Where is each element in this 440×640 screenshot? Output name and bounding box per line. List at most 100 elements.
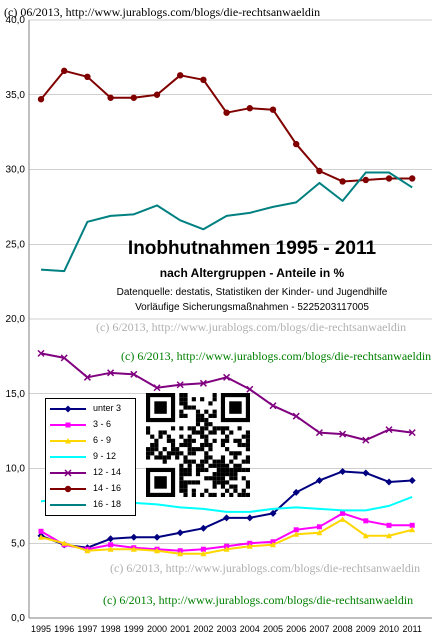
qr-module (187, 426, 192, 431)
data-point (37, 349, 45, 357)
data-point (84, 547, 91, 554)
qr-module (154, 455, 159, 460)
qr-module (191, 397, 196, 402)
legend-item: 6 - 9 (46, 434, 137, 448)
qr-module (200, 463, 205, 468)
qr-module (229, 459, 234, 464)
data-point (270, 541, 276, 548)
qr-module (212, 397, 217, 402)
qr-module (241, 488, 246, 493)
qr-module (212, 463, 217, 468)
qr-module (175, 451, 180, 456)
qr-module (212, 472, 217, 477)
qr-module (216, 463, 221, 468)
data-point (37, 96, 45, 103)
y-tick-labels: 0,0 5,0 10,0 15,0 20,0 25,0 30,0 35,0 40,0 (6, 15, 26, 624)
legend-swatch (50, 469, 86, 477)
qr-module (162, 459, 167, 464)
qr-module (245, 484, 250, 489)
qr-module (183, 488, 188, 493)
y-tick-label: 20,0 (6, 314, 26, 325)
y-tick-label: 30,0 (6, 165, 26, 176)
qr-module (212, 393, 217, 398)
qr-module (162, 455, 167, 460)
data-point (315, 476, 323, 484)
qr-module (175, 455, 180, 460)
data-point (293, 531, 300, 537)
qr-module (216, 472, 221, 477)
qr-module (204, 422, 209, 427)
qr-finder-core (154, 476, 167, 489)
y-tick-label: 15,0 (6, 389, 26, 400)
qr-module (220, 480, 226, 485)
data-point (362, 176, 369, 184)
data-point (408, 476, 416, 484)
qr-module (183, 455, 188, 460)
series-2 (38, 516, 416, 557)
data-point (200, 550, 207, 557)
x-tick-label: 2009 (356, 624, 376, 634)
legend-marker (64, 469, 72, 477)
qr-module (237, 451, 242, 456)
qr-module (170, 447, 176, 452)
data-point (60, 67, 68, 75)
qr-module (158, 434, 163, 439)
data-point (269, 106, 277, 113)
data-point (84, 73, 91, 81)
x-tick-label: 2003 (217, 624, 237, 634)
data-point (38, 534, 44, 540)
qr-module (179, 467, 184, 473)
data-point (246, 385, 254, 393)
qr-module (225, 463, 230, 468)
qr-module (225, 447, 230, 452)
qr-module (150, 442, 155, 448)
x-tick-label: 1995 (31, 624, 51, 634)
data-point (246, 514, 254, 522)
data-point (200, 546, 206, 552)
chart-subtitle: nach Altergruppen - Anteile in % (160, 266, 345, 280)
qr-module (170, 451, 176, 456)
qr-module (187, 480, 192, 485)
qr-module (216, 476, 221, 481)
qr-module (150, 447, 155, 452)
series-4 (37, 349, 416, 444)
legend-marker (64, 405, 72, 413)
qr-module (220, 463, 226, 468)
qr-module (204, 417, 209, 423)
qr-module (220, 467, 226, 473)
y-tick-label: 25,0 (6, 239, 26, 250)
legend-item: unter 3 (46, 402, 137, 416)
qr-module (183, 484, 188, 489)
series-6 (40, 171, 413, 273)
qr-module (220, 426, 226, 431)
data-point (292, 488, 300, 496)
data-point (316, 529, 323, 536)
legend-label: 3 - 6 (93, 419, 112, 429)
qr-module (187, 472, 192, 477)
data-point (153, 384, 161, 392)
data-point (340, 510, 346, 516)
legend-label: 6 - 9 (93, 435, 112, 445)
qr-module (208, 492, 213, 497)
series-line (40, 69, 413, 183)
qr-module (195, 413, 201, 418)
qr-module (187, 451, 192, 456)
qr-module (245, 442, 250, 448)
qr-module (229, 430, 234, 435)
qr-module (212, 484, 217, 489)
chart-source-line-1: Datenquelle: destatis, Statistiken der K… (117, 287, 388, 298)
qr-module (233, 438, 238, 443)
qr-module (195, 430, 201, 435)
qr-module (158, 451, 163, 456)
qr-module (187, 405, 192, 410)
qr-module (220, 459, 226, 464)
qr-module (183, 467, 188, 473)
data-point (107, 535, 115, 543)
qr-module (208, 463, 213, 468)
qr-module (187, 434, 192, 439)
qr-module (233, 463, 238, 468)
legend-swatch (50, 456, 86, 458)
x-tick-label: 2004 (240, 624, 260, 634)
qr-module (220, 492, 226, 497)
qr-module (208, 430, 213, 435)
